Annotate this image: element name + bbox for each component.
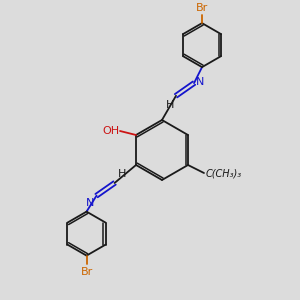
Text: OH: OH: [102, 126, 119, 136]
Text: Br: Br: [196, 3, 208, 13]
Text: H: H: [117, 169, 126, 179]
Text: H: H: [166, 100, 174, 110]
Text: C(CH₃)₃: C(CH₃)₃: [206, 168, 242, 178]
Text: N: N: [86, 198, 94, 208]
Text: N: N: [196, 77, 204, 87]
Text: Br: Br: [80, 267, 93, 277]
